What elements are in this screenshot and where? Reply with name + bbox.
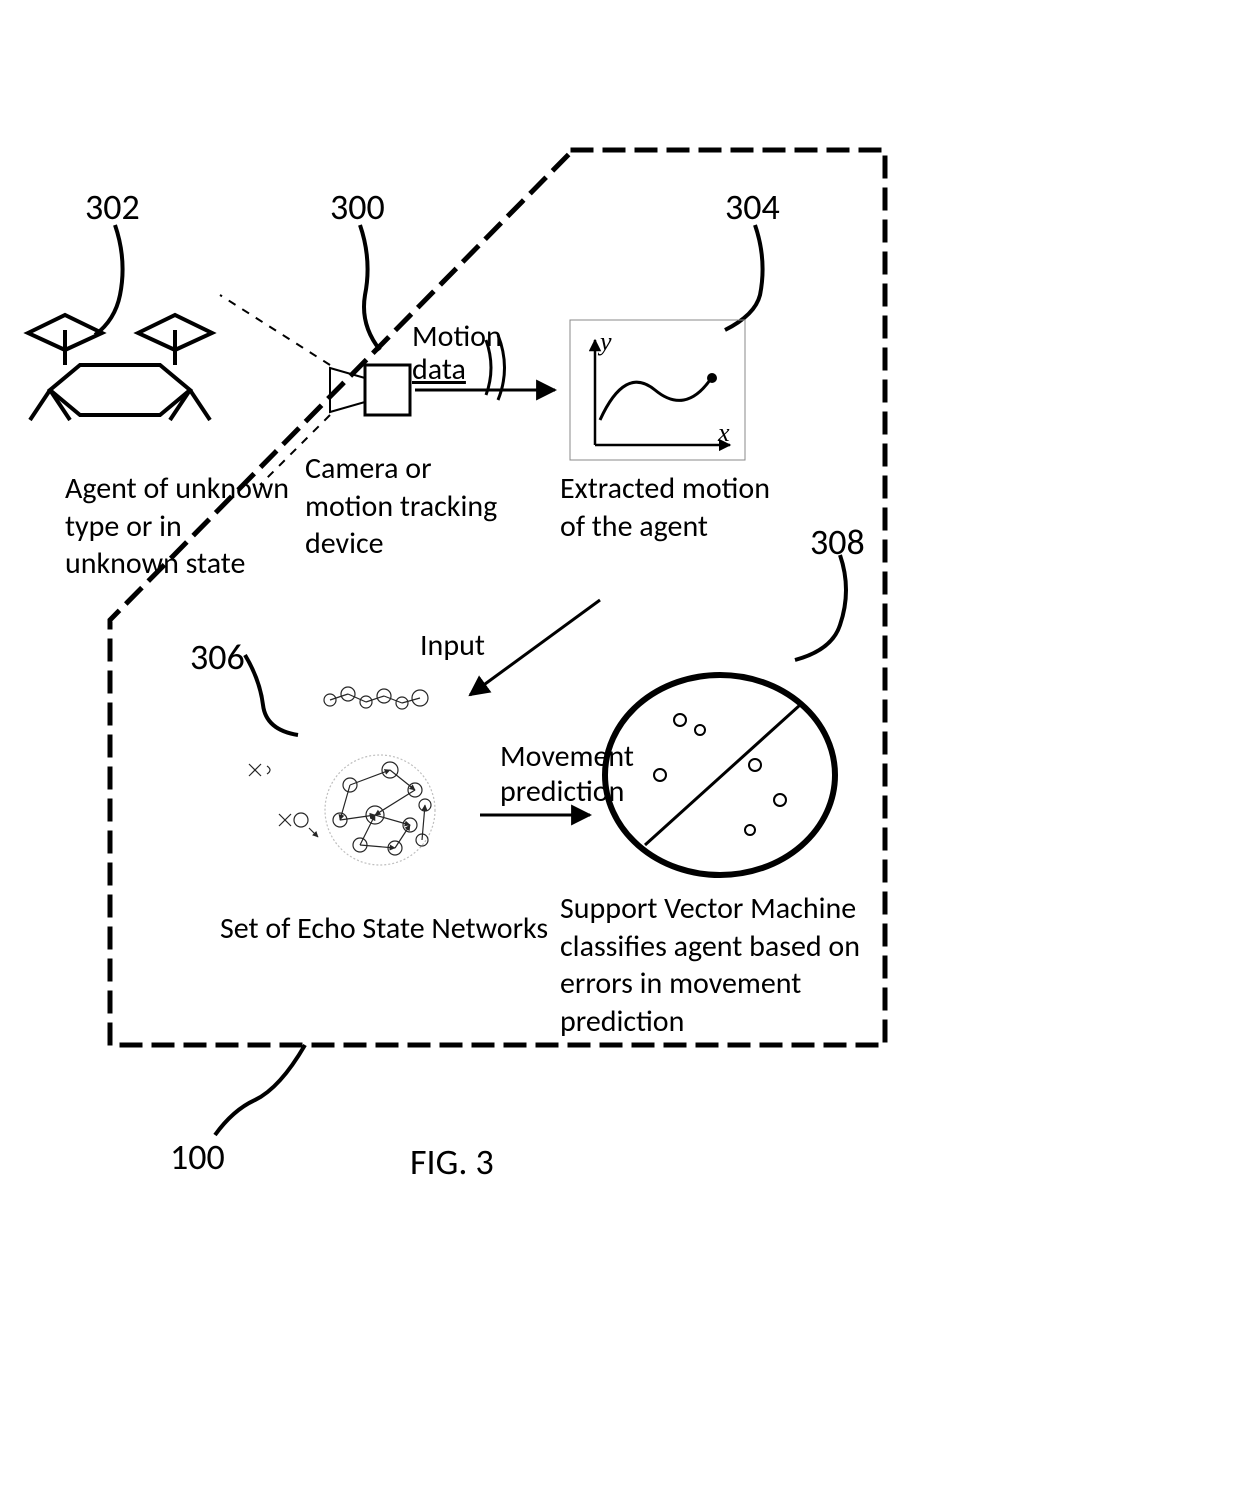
refnum-302: 302: [85, 185, 140, 229]
label-movement-prediction: Movement prediction: [500, 740, 670, 809]
refnum-100: 100: [170, 1135, 225, 1179]
axis-x-label: x: [718, 418, 730, 448]
drone-icon: [28, 315, 212, 420]
leader-304: [725, 225, 763, 330]
label-motion-data: Motiondata: [412, 320, 502, 386]
figure-caption: FIG. 3: [410, 1140, 494, 1184]
desc-drone: Agent of unknown type or in unknown stat…: [65, 470, 295, 583]
refnum-306: 306: [190, 635, 245, 679]
desc-plot: Extracted motion of the agent: [560, 470, 790, 545]
desc-svm: Support Vector Machine classifies agent …: [560, 890, 880, 1040]
leader-100: [215, 1045, 305, 1135]
label-input: Input: [420, 627, 485, 665]
leader-302: [95, 225, 123, 335]
desc-camera: Camera or motion tracking device: [305, 450, 525, 563]
axis-y-label: y: [600, 327, 612, 357]
desc-esn: Set of Echo State Networks: [220, 910, 548, 948]
leader-306: [245, 655, 298, 735]
refnum-308: 308: [810, 520, 865, 564]
arrow-input: [470, 600, 600, 695]
refnum-304: 304: [725, 185, 780, 229]
leader-308: [795, 555, 846, 660]
esn-icon: [249, 687, 435, 865]
leader-300: [360, 225, 380, 350]
refnum-300: 300: [330, 185, 385, 229]
